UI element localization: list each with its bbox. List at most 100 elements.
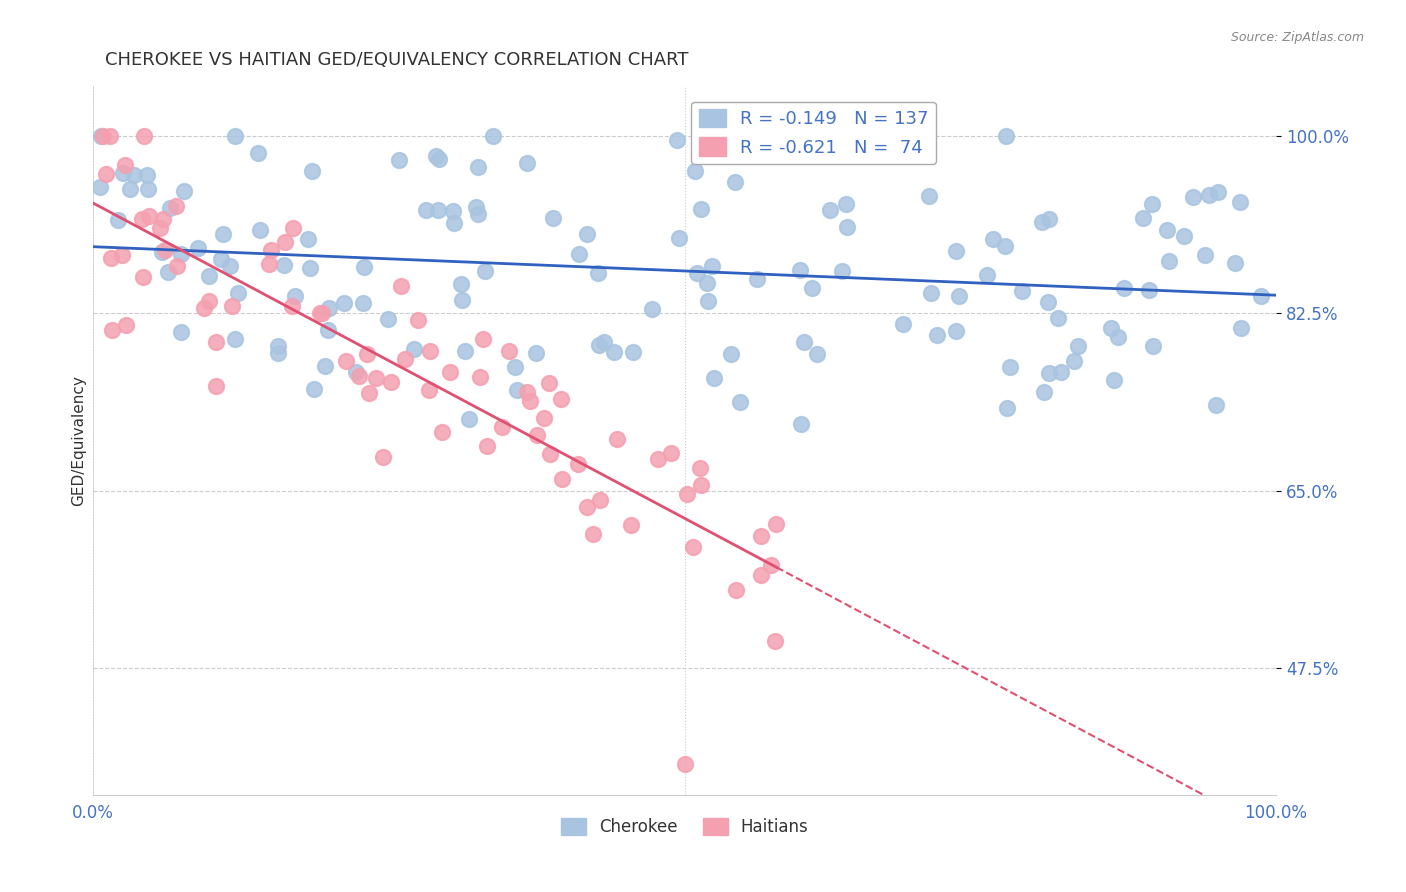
Point [389, 278, 412, 293]
Point [1132, 211, 1154, 225]
Point [394, 351, 416, 366]
Point [765, 516, 787, 531]
Point [219, 260, 242, 274]
Point [159, 202, 181, 216]
Point [187, 241, 209, 255]
Point [464, 200, 486, 214]
Point [111, 248, 134, 262]
Point [925, 328, 948, 343]
Point [516, 156, 538, 170]
Point [467, 160, 489, 174]
Point [335, 353, 357, 368]
Point [820, 203, 842, 218]
Point [364, 371, 387, 385]
Point [150, 245, 173, 260]
Text: CHEROKEE VS HAITIAN GED/EQUIVALENCY CORRELATION CHART: CHEROKEE VS HAITIAN GED/EQUIVALENCY CORR… [105, 51, 689, 69]
Point [498, 344, 520, 359]
Point [759, 558, 782, 572]
Point [491, 420, 513, 434]
Point [751, 528, 773, 542]
Point [131, 212, 153, 227]
Point [568, 247, 591, 261]
Point [302, 382, 325, 396]
Point [641, 302, 664, 317]
Point [205, 335, 228, 350]
Point [835, 196, 858, 211]
Point [451, 293, 474, 307]
Point [800, 281, 823, 295]
Point [419, 344, 441, 359]
Point [112, 166, 135, 180]
Point [948, 289, 970, 303]
Point [157, 265, 180, 279]
Point [1112, 280, 1135, 294]
Point [283, 221, 305, 235]
Point [683, 164, 706, 178]
Point [581, 527, 603, 541]
Point [257, 257, 280, 271]
Point [205, 379, 228, 393]
Point [700, 259, 723, 273]
Point [458, 412, 481, 426]
Point [226, 285, 249, 300]
Point [441, 204, 464, 219]
Point [198, 293, 221, 308]
Point [994, 238, 1017, 252]
Point [474, 264, 496, 278]
Point [689, 461, 711, 475]
Point [1063, 353, 1085, 368]
Point [299, 260, 322, 275]
Point [408, 313, 430, 327]
Point [267, 345, 290, 359]
Point [589, 493, 612, 508]
Point [247, 145, 270, 160]
Point [538, 447, 561, 461]
Point [380, 376, 402, 390]
Point [1206, 185, 1229, 199]
Point [193, 301, 215, 315]
Point [945, 244, 967, 258]
Point [1032, 384, 1054, 399]
Point [994, 129, 1017, 144]
Point [696, 276, 718, 290]
Point [1049, 365, 1071, 379]
Point [575, 227, 598, 242]
Point [506, 383, 529, 397]
Point [1046, 311, 1069, 326]
Point [998, 360, 1021, 375]
Point [353, 260, 375, 275]
Point [260, 243, 283, 257]
Point [995, 401, 1018, 415]
Point [209, 252, 232, 266]
Point [697, 293, 720, 308]
Point [918, 188, 941, 202]
Point [93, 129, 115, 144]
Point [703, 370, 725, 384]
Point [1031, 215, 1053, 229]
Point [427, 152, 450, 166]
Point [603, 344, 626, 359]
Point [308, 306, 330, 320]
Point [647, 452, 669, 467]
Point [249, 223, 271, 237]
Point [316, 323, 339, 337]
Point [135, 168, 157, 182]
Point [443, 216, 465, 230]
Point [541, 211, 564, 225]
Point [94, 167, 117, 181]
Point [426, 202, 449, 217]
Point [472, 332, 495, 346]
Y-axis label: GED/Equivalency: GED/Equivalency [72, 375, 86, 506]
Text: Source: ZipAtlas.com: Source: ZipAtlas.com [1230, 31, 1364, 45]
Point [1250, 289, 1272, 303]
Point [170, 325, 193, 339]
Point [318, 301, 340, 315]
Point [132, 269, 155, 284]
Point [1194, 248, 1216, 262]
Point [690, 478, 713, 492]
Point [425, 149, 447, 163]
Point [1229, 194, 1251, 209]
Point [152, 212, 174, 227]
Point [837, 220, 859, 235]
Point [793, 334, 815, 349]
